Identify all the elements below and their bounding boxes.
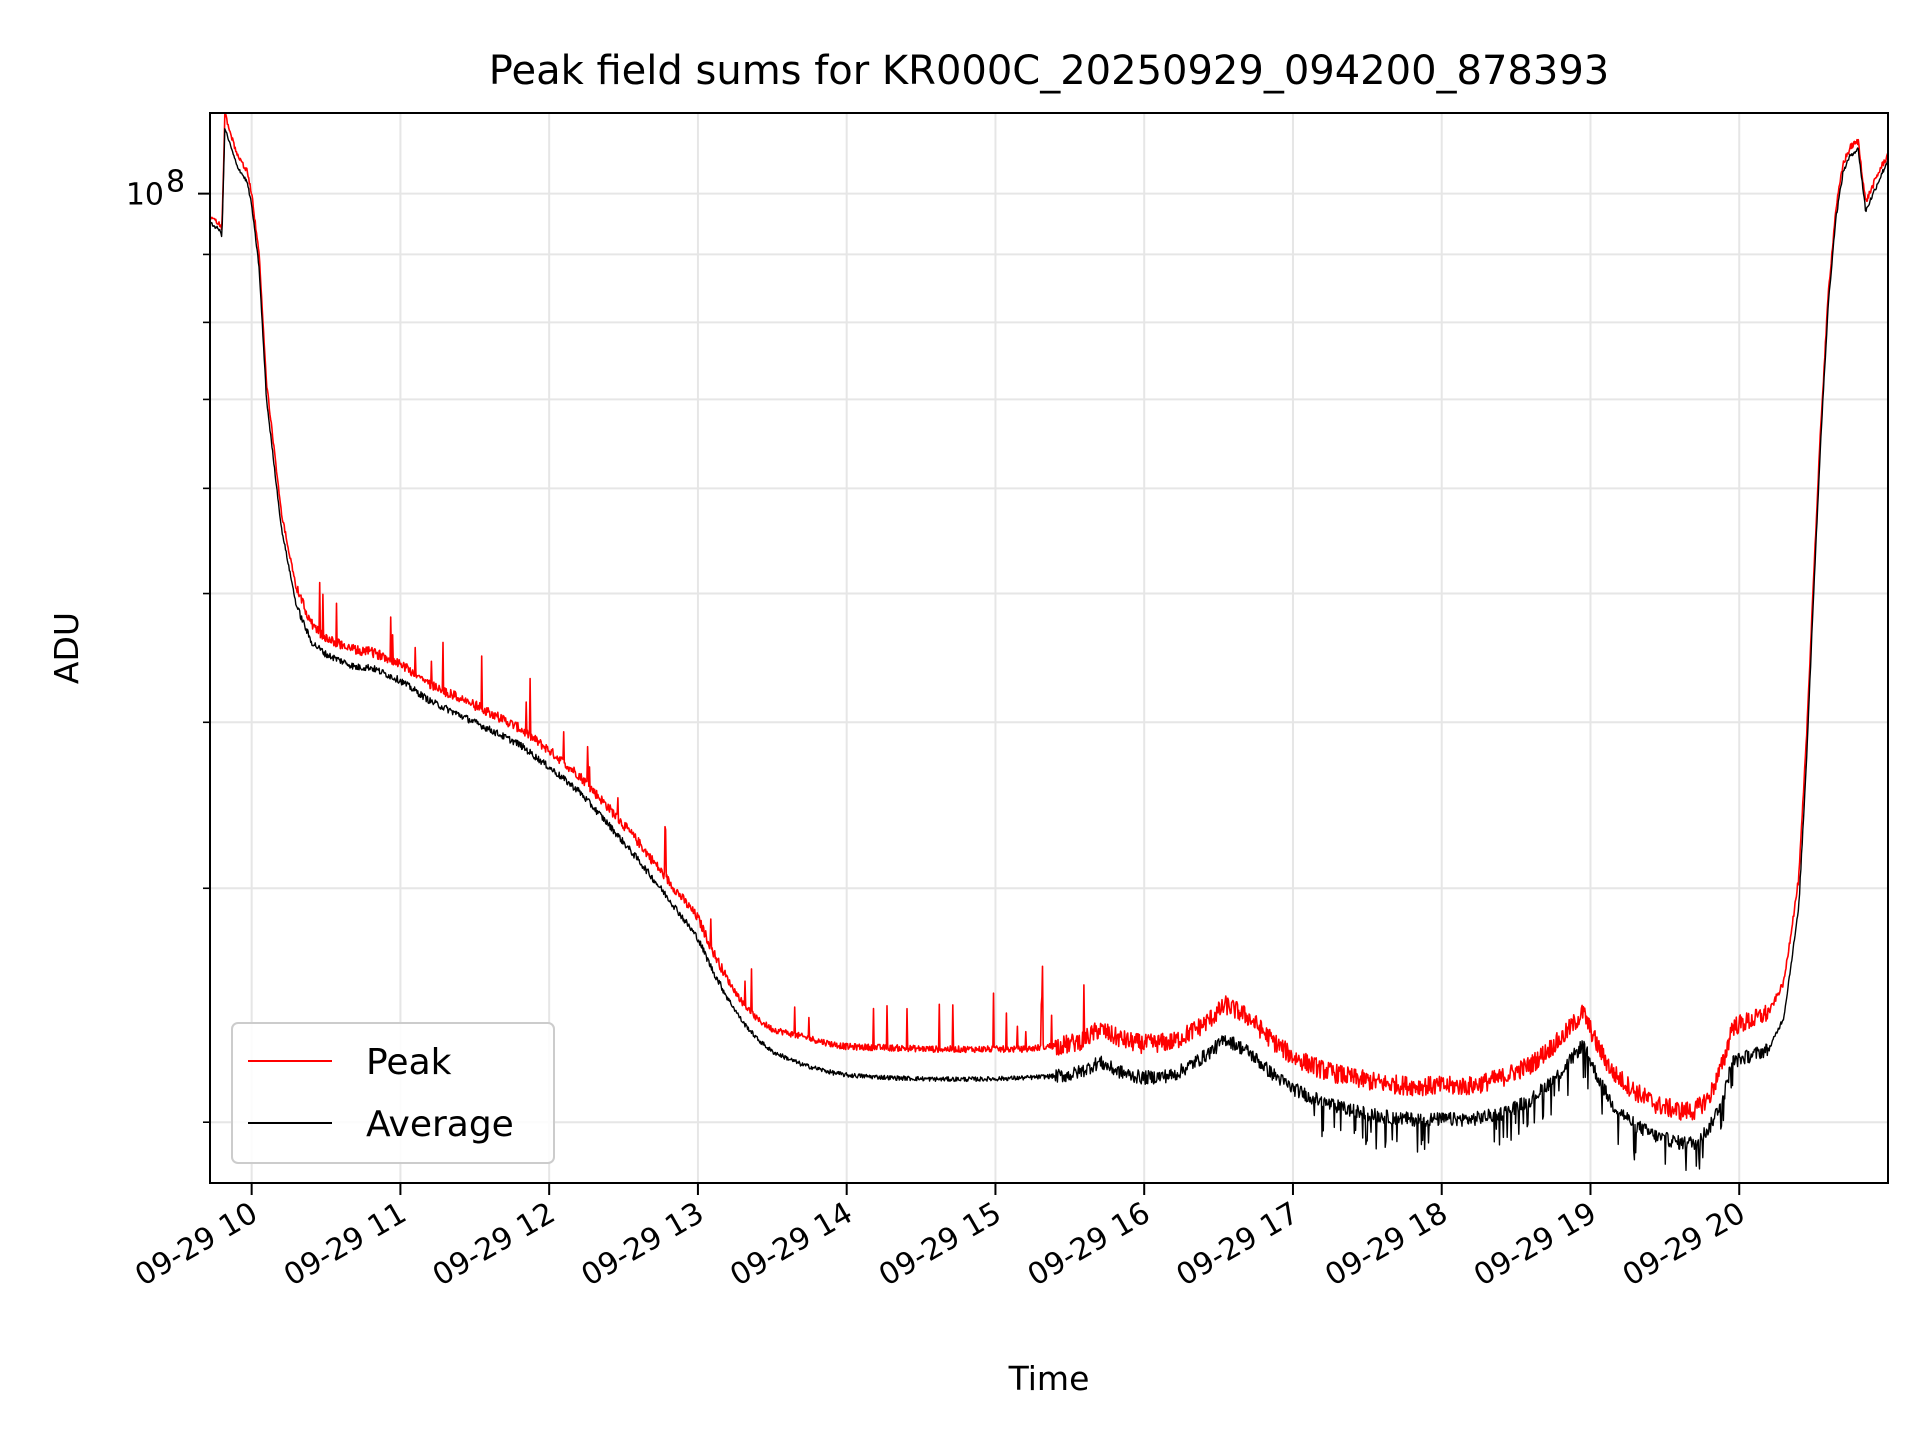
- y-tick-label: 10: [126, 178, 164, 213]
- y-tick-label-base: 10: [126, 178, 164, 213]
- y-axis-label: ADU: [47, 612, 86, 684]
- y-tick-exponent: 8: [166, 165, 185, 200]
- x-axis-label: Time: [1008, 1359, 1090, 1398]
- series-layer: [210, 113, 1888, 1172]
- gridlines: [210, 113, 1888, 1183]
- chart-title: Peak field sums for KR000C_20250929_0942…: [489, 48, 1609, 94]
- legend-average-label: Average: [366, 1104, 514, 1145]
- series-average-line: [210, 128, 1888, 1172]
- y-axis: 10 8: [126, 165, 210, 1124]
- plot-frame: [209, 112, 1889, 1184]
- legend-box: [231, 1022, 555, 1164]
- series-peak-line: [210, 113, 1888, 1121]
- legend: Peak Average: [231, 1022, 555, 1164]
- legend-peak-label: Peak: [366, 1042, 452, 1083]
